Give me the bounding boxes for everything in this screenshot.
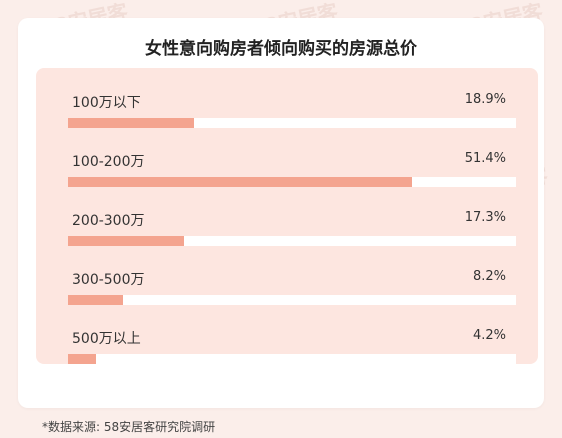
chart-title: 女性意向购房者倾向购买的房源总价	[145, 39, 417, 59]
bar-row: 500万以上 4.2%	[36, 328, 516, 368]
bar	[68, 295, 123, 305]
bar-track	[68, 236, 516, 246]
category-label: 100万以下	[72, 95, 141, 111]
value-label: 51.4%	[464, 151, 506, 166]
bar-row: 200-300万 17.3%	[36, 210, 516, 250]
chart-panel: 100万以下 18.9% 100-200万 51.4% 200-300万 17.3% 300…	[36, 68, 538, 364]
bar	[68, 354, 97, 364]
bar-track	[68, 354, 516, 364]
value-label: 18.9%	[464, 92, 506, 107]
value-label: 8.2%	[472, 269, 506, 284]
bar	[68, 177, 412, 187]
value-label: 17.3%	[464, 210, 506, 225]
bar	[68, 118, 195, 128]
data-source-note: *数据来源: 58安居客研究院调研	[42, 420, 216, 434]
category-label: 200-300万	[72, 213, 145, 229]
bar	[68, 236, 184, 246]
category-label: 300-500万	[72, 272, 145, 288]
category-label: 500万以上	[72, 331, 141, 347]
bar-row: 100-200万 51.4%	[36, 151, 516, 191]
bar-row: 100万以下 18.9%	[36, 92, 516, 132]
bar-track	[68, 295, 516, 305]
category-label: 100-200万	[72, 154, 145, 170]
bar-row: 300-500万 8.2%	[36, 269, 516, 309]
bar-track	[68, 118, 516, 128]
bar-track	[68, 177, 516, 187]
value-label: 4.2%	[472, 328, 506, 343]
